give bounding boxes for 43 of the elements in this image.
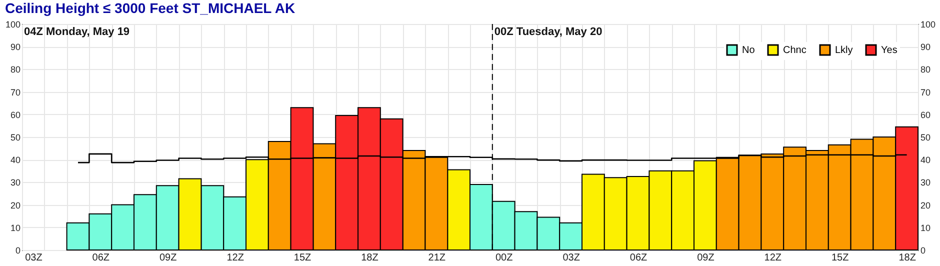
y-tick-label: 60 xyxy=(10,110,20,120)
y-tick-label: 30 xyxy=(10,178,20,188)
x-tick-label: 06Z xyxy=(630,252,648,264)
x-tick-label: 09Z xyxy=(697,252,714,264)
x-tick-label: 03Z xyxy=(25,252,42,264)
x-tick-label: 15Z xyxy=(294,252,312,264)
y2-tick-label: 20 xyxy=(920,200,931,210)
y2-tick-label: 60 xyxy=(920,110,931,120)
y-tick-label: 50 xyxy=(10,132,20,142)
y2-tick-label: 30 xyxy=(920,178,931,188)
x-tick-label: 12Z xyxy=(226,252,244,264)
annotation: 04Z Monday, May 19 xyxy=(24,26,130,38)
x-tick-label: 03Z xyxy=(562,252,580,264)
y-tick-label: 100 xyxy=(5,20,20,30)
y2-tick-label: 70 xyxy=(920,87,931,98)
y-tick-label: 40 xyxy=(10,155,20,166)
chart-title: Ceiling Height ≤ 3000 Feet ST_MICHAEL AK xyxy=(4,0,296,16)
y2-tick-label: 10 xyxy=(920,222,931,233)
y2-tick-label: 0 xyxy=(920,246,926,256)
x-tick-label: 18Z xyxy=(361,252,378,264)
y-tick-label: 90 xyxy=(10,42,20,52)
x-tick-label: 06Z xyxy=(92,252,110,264)
x-tick-label: 12Z xyxy=(764,252,782,264)
x-tick-label: 21Z xyxy=(428,252,446,264)
x-tick-label: 00Z xyxy=(495,252,513,264)
x-tick-label: 15Z xyxy=(831,252,849,264)
y-tick-label: 70 xyxy=(10,87,20,98)
ref-line-label: 00Z Tuesday, May 20 xyxy=(494,26,602,38)
y2-tick-label: 90 xyxy=(920,42,931,52)
y-tick-label: 20 xyxy=(10,200,20,210)
y2-tick-label: 80 xyxy=(920,64,931,75)
legend-label: Lkly xyxy=(835,45,853,56)
legend-label: Yes xyxy=(881,45,898,56)
legend-label: No xyxy=(742,45,756,56)
x-tick-label: 18Z xyxy=(898,252,916,264)
legend-label: Chnc xyxy=(783,45,806,56)
y-tick-label: 0 xyxy=(15,246,20,256)
y2-tick-label: 40 xyxy=(920,155,931,166)
y-tick-label: 10 xyxy=(10,222,20,233)
y-tick-label: 80 xyxy=(10,64,20,75)
x-tick-label: 09Z xyxy=(159,252,177,264)
y2-tick-label: 100 xyxy=(920,20,936,30)
y2-tick-label: 50 xyxy=(920,132,931,142)
